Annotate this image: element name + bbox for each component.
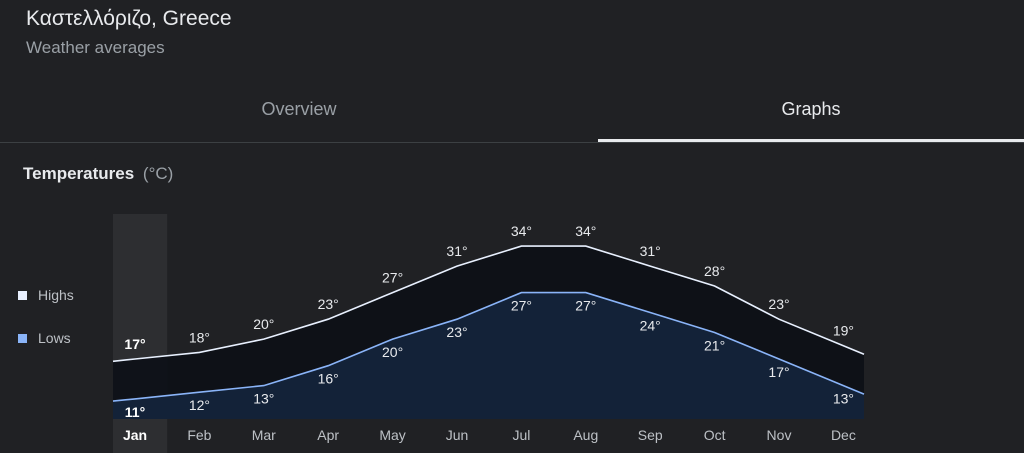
high-label-feb: 18° <box>189 329 210 345</box>
high-label-jun: 31° <box>446 243 467 259</box>
high-label-dec: 19° <box>833 323 854 339</box>
low-label-may: 20° <box>382 344 403 360</box>
low-label-feb: 12° <box>189 397 210 413</box>
month-label-jan: Jan <box>123 427 147 443</box>
month-label-dec: Dec <box>831 427 856 443</box>
tab-graphs[interactable]: Graphs <box>781 99 841 119</box>
tab-bar: Overview Graphs <box>0 90 1024 143</box>
header: Καστελλόριζο, Greece Weather averages <box>26 6 232 60</box>
month-label-feb: Feb <box>187 427 211 443</box>
place-title: Καστελλόριζο, Greece <box>26 7 232 30</box>
high-label-oct: 28° <box>704 263 725 279</box>
month-label-jul: Jul <box>512 427 530 443</box>
highs-line <box>112 245 865 363</box>
legend-label-lows: Lows <box>38 330 71 346</box>
section-title: Temperatures (°C) <box>23 164 173 184</box>
month-label-nov: Nov <box>767 427 792 443</box>
tab-selected-indicator <box>598 139 1024 142</box>
high-label-may: 27° <box>382 270 403 286</box>
month-label-mar: Mar <box>252 427 276 443</box>
high-label-aug: 34° <box>575 223 596 239</box>
month-label-jun: Jun <box>446 427 469 443</box>
legend-swatch-lows <box>18 333 27 343</box>
low-label-jun: 23° <box>446 324 467 340</box>
low-label-dec: 13° <box>833 391 854 407</box>
low-label-nov: 17° <box>768 364 789 380</box>
high-label-jan: 17° <box>124 336 145 352</box>
legend-label-highs: Highs <box>38 287 74 303</box>
high-label-jul: 34° <box>511 223 532 239</box>
month-label-may: May <box>379 427 405 443</box>
low-label-aug: 27° <box>575 298 596 314</box>
chart-legend: Highs Lows <box>18 285 74 371</box>
high-label-mar: 20° <box>253 316 274 332</box>
low-label-oct: 21° <box>704 337 725 353</box>
page-subtitle: Weather averages <box>26 38 165 57</box>
tab-overview[interactable]: Overview <box>261 99 337 119</box>
section-title-text: Temperatures <box>23 164 135 183</box>
high-label-apr: 23° <box>318 296 339 312</box>
lows-line <box>112 291 865 402</box>
month-label-oct: Oct <box>704 427 726 443</box>
lows-area <box>113 292 864 419</box>
month-label-sep: Sep <box>638 427 663 443</box>
month-label-aug: Aug <box>573 427 598 443</box>
low-label-sep: 24° <box>640 318 661 334</box>
section-unit: (°C) <box>142 164 174 183</box>
low-label-mar: 13° <box>253 391 274 407</box>
low-label-jul: 27° <box>511 298 532 314</box>
month-label-apr: Apr <box>317 427 339 443</box>
high-label-nov: 23° <box>768 296 789 312</box>
low-label-apr: 16° <box>318 371 339 387</box>
high-label-sep: 31° <box>640 243 661 259</box>
legend-item-highs: Highs <box>18 285 74 305</box>
low-label-jan: 11° <box>125 404 145 420</box>
legend-item-lows: Lows <box>18 328 74 348</box>
legend-swatch-highs <box>18 290 27 300</box>
